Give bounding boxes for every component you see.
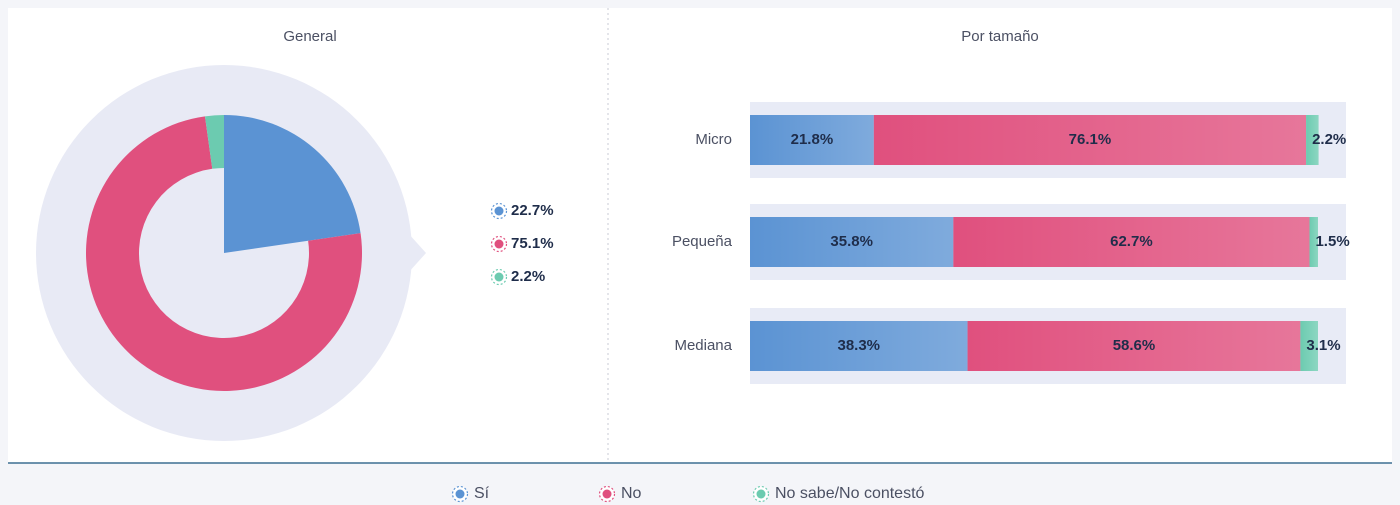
pie-slice <box>86 116 362 392</box>
bar-shine <box>750 217 954 267</box>
legend-icon <box>494 239 504 249</box>
legend-icon <box>455 489 465 499</box>
chart-title: Por tamaño <box>961 28 1039 45</box>
bar-shine <box>1306 115 1319 165</box>
bar-value-label: 76.1% <box>1069 131 1112 148</box>
chart-title: General <box>283 28 336 45</box>
category-label: Mediana <box>674 337 732 354</box>
bar-value-label: 62.7% <box>1110 233 1153 250</box>
legend-icon <box>494 272 504 282</box>
legend-label: No <box>621 485 642 502</box>
legend-icon <box>602 489 612 499</box>
category-label: Pequeña <box>672 233 733 250</box>
bar-shine <box>750 321 968 371</box>
pie-slice <box>224 115 361 253</box>
bar-shine <box>1309 217 1318 267</box>
bar-value-label: 35.8% <box>830 233 873 250</box>
pie-value-label: 2.2% <box>511 268 545 285</box>
pie-slice <box>204 115 224 169</box>
bar-shine <box>873 115 1307 165</box>
legend-label: No sabe/No contestó <box>775 485 925 502</box>
pie-value-label: 75.1% <box>511 235 554 252</box>
backdrop-pointer <box>408 233 426 273</box>
legend-icon <box>494 206 504 216</box>
bar-shine <box>750 115 874 165</box>
bar-value-label: 3.1% <box>1306 337 1340 354</box>
bar-value-label: 21.8% <box>791 131 834 148</box>
legend-label: Sí <box>474 485 490 502</box>
bar-shine <box>967 321 1301 371</box>
category-label: Micro <box>695 131 732 148</box>
pie-value-label: 22.7% <box>511 202 554 219</box>
bar-value-label: 38.3% <box>837 337 880 354</box>
bar-value-label: 2.2% <box>1312 131 1346 148</box>
bar-shine <box>1300 321 1318 371</box>
bar-value-label: 1.5% <box>1315 233 1349 250</box>
bar-value-label: 58.6% <box>1113 337 1156 354</box>
legend-icon <box>756 489 766 499</box>
bar-shine <box>953 217 1310 267</box>
